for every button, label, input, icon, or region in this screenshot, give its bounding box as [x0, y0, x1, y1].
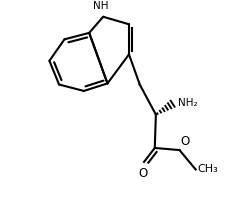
Text: NH₂: NH₂ — [178, 98, 197, 108]
Text: NH: NH — [93, 1, 108, 11]
Text: O: O — [138, 167, 147, 180]
Text: O: O — [180, 135, 189, 148]
Text: CH₃: CH₃ — [197, 165, 218, 174]
